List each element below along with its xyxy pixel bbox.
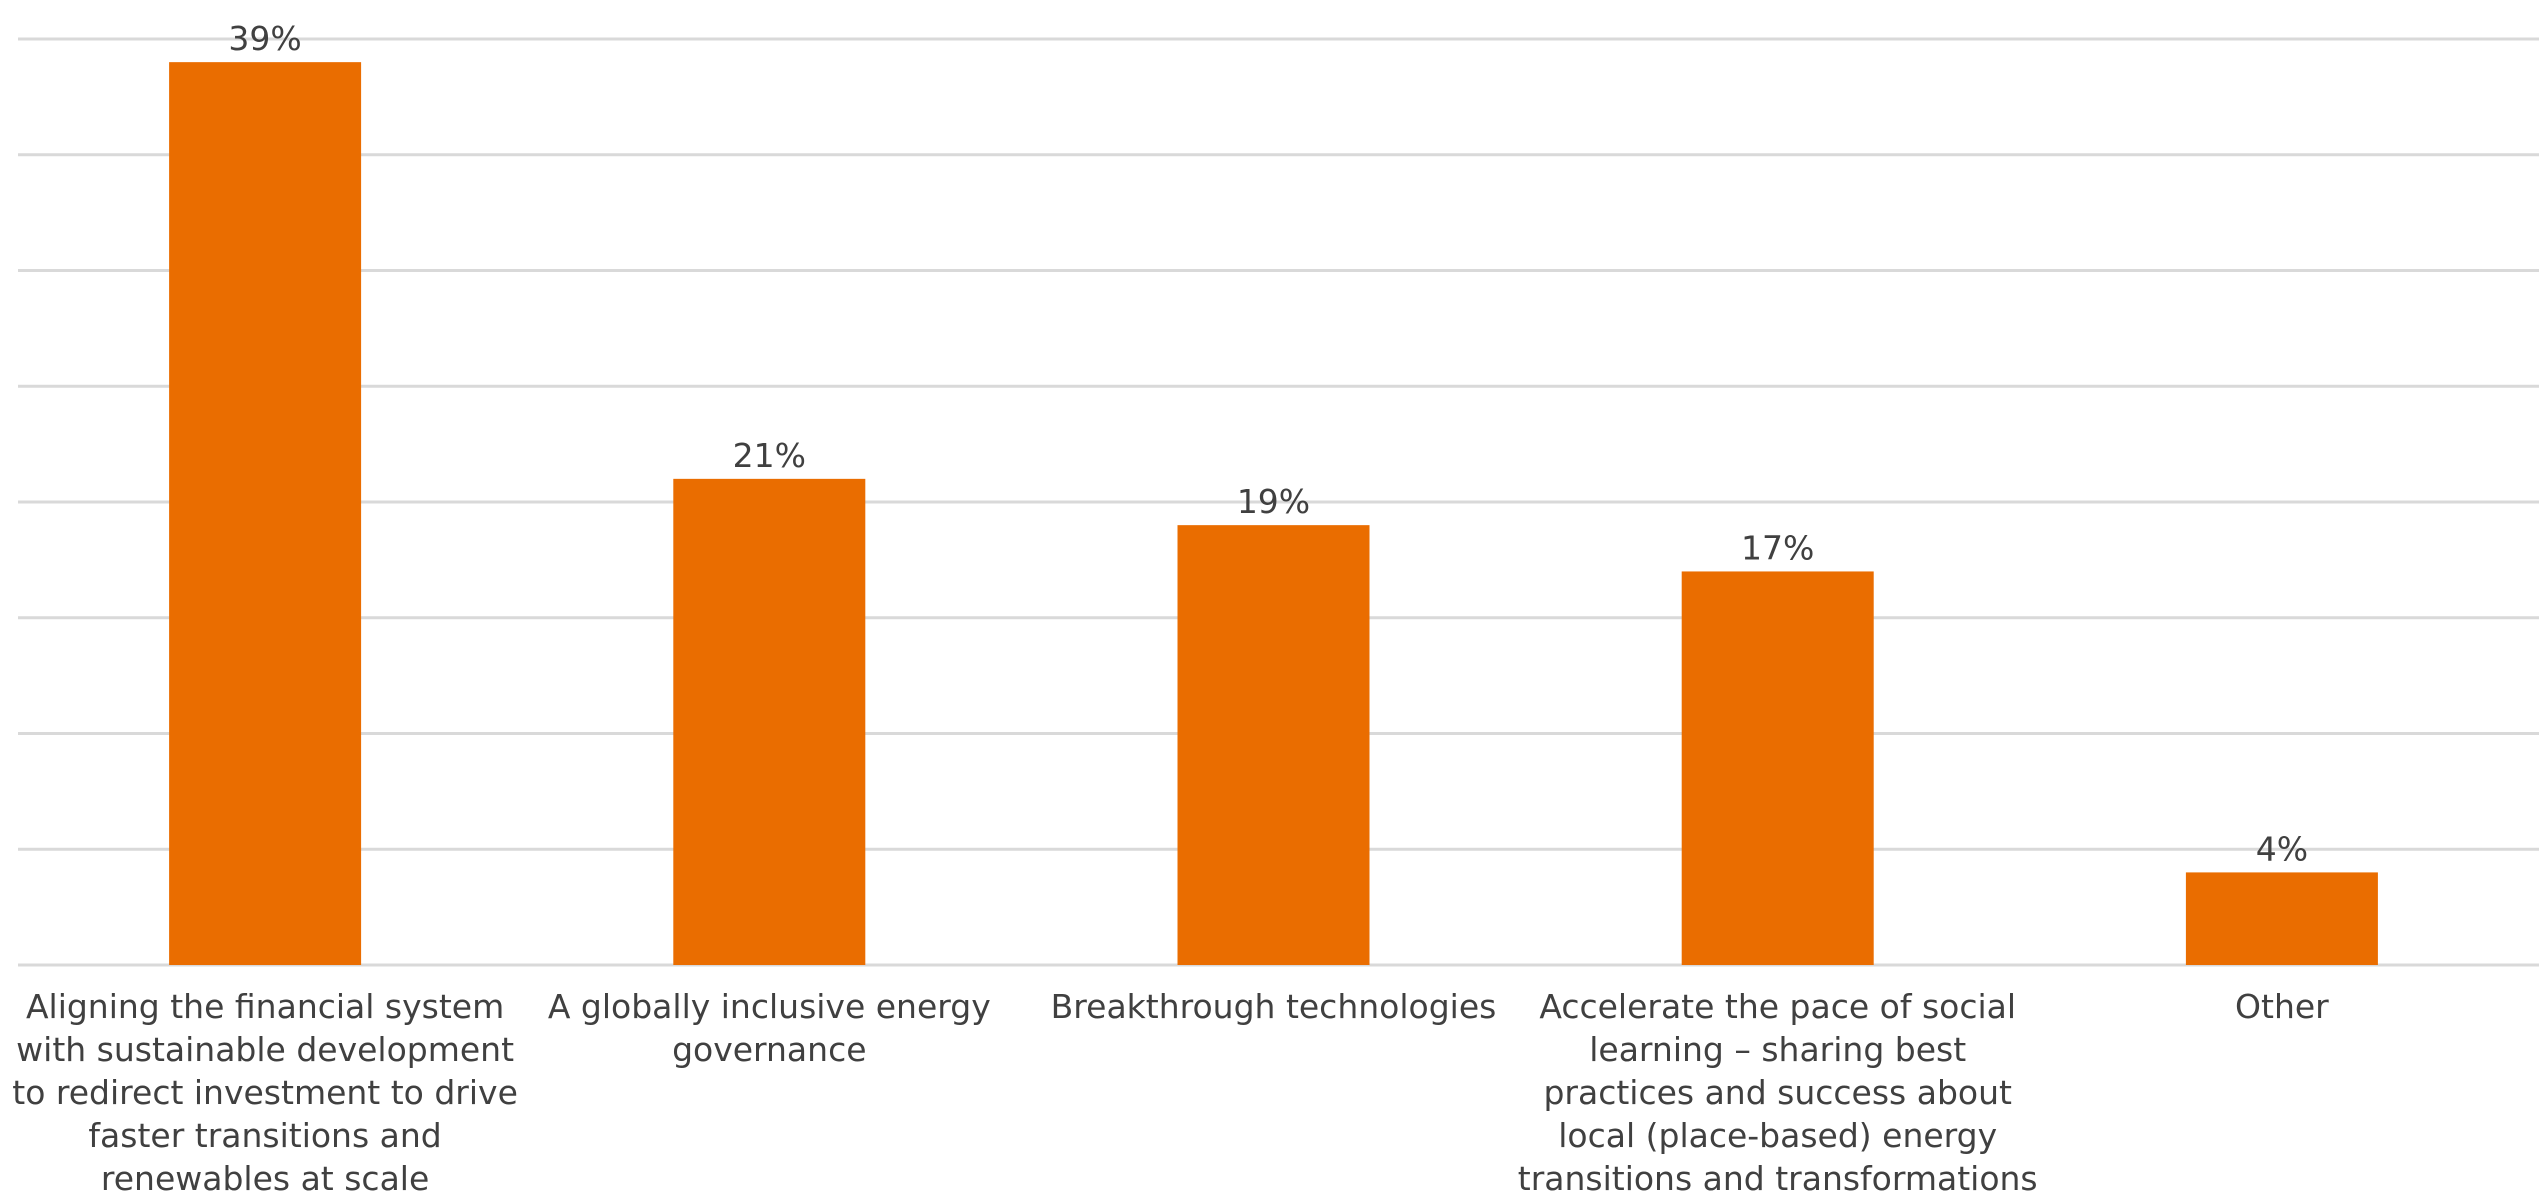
category-label: faster transitions and	[88, 1116, 441, 1155]
data-label: 21%	[733, 436, 806, 475]
category-labels: Aligning the financial system with sustai…	[12, 987, 2329, 1198]
data-labels: 39% 21% 19% 17% 4%	[228, 19, 2308, 868]
category-label: Accelerate the pace of social	[1539, 987, 2016, 1026]
category-label: transitions and transformations	[1518, 1159, 2038, 1198]
category-label: A globally inclusive energy	[548, 987, 991, 1026]
category-label: Breakthrough technologies	[1051, 987, 1497, 1026]
bar	[169, 62, 362, 965]
category-label: to redirect investment to drive	[12, 1073, 518, 1112]
data-label: 39%	[228, 19, 301, 58]
category-label: learning – sharing best	[1589, 1030, 1966, 1069]
category-label: governance	[672, 1030, 866, 1069]
category-label: Aligning the financial system	[26, 987, 504, 1026]
bars	[169, 62, 2378, 965]
data-label: 4%	[2256, 829, 2308, 868]
category-label: practices and success about	[1543, 1073, 2012, 1112]
data-label: 17%	[1741, 528, 1814, 567]
category-label: local (place-based) energy	[1558, 1116, 1997, 1155]
bar	[1177, 525, 1370, 965]
bar	[1681, 571, 1874, 965]
bar	[2185, 872, 2378, 965]
category-label: with sustainable development	[16, 1030, 514, 1069]
category-label: Other	[2235, 987, 2329, 1026]
data-label: 19%	[1237, 482, 1310, 521]
category-label: renewables at scale	[101, 1159, 429, 1198]
bar	[673, 478, 866, 965]
